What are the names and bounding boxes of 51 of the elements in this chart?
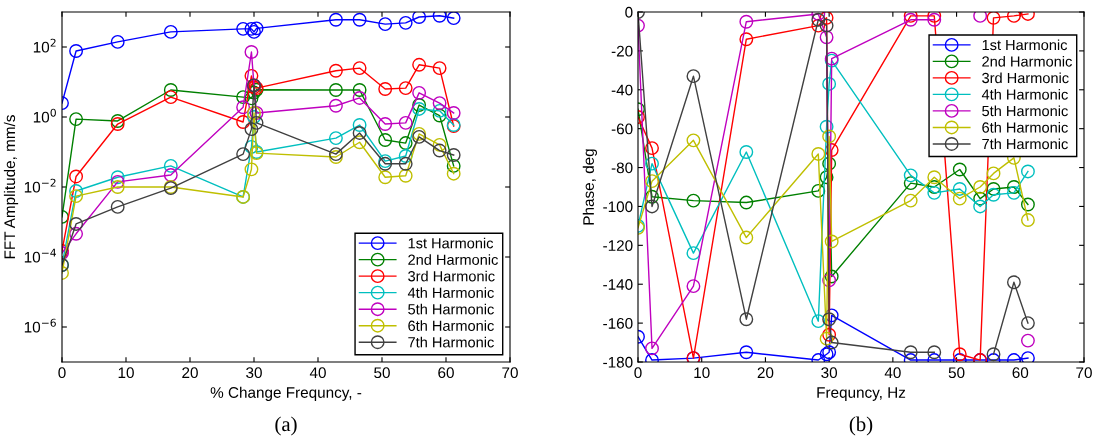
x-tick-label: 20 [757,367,774,379]
legend-label: 2nd Harmonic [982,55,1072,67]
y-tick-label: -120 [603,240,633,252]
y-tick-label: -80 [611,162,633,174]
legend-label: 1st Harmonic [408,237,494,249]
x-tick-label: 0 [634,367,642,379]
x-axis-title: Frequncy, Hz [817,387,906,401]
x-tick-label: 60 [438,367,454,379]
y-tick-label: -100 [603,201,633,213]
legend-label: 1st Harmonic [982,39,1068,51]
y-tick-label: 10$^{2}$ [33,38,56,53]
y-tick-label: 0 [625,6,633,18]
y-tick-label: -160 [603,317,633,329]
y-tick-label: 10$^{−4}$ [24,248,56,263]
y-tick-label: -180 [603,356,633,368]
x-tick-label: 0 [58,367,66,379]
legend-label: 4th Harmonic [407,287,494,298]
y-axis-title: FFT Amplitude, mm/s [3,115,19,259]
legend-label: 5th Harmonic [408,303,494,315]
x-tick-label: 60 [1012,367,1029,379]
y-tick-label: -60 [611,123,633,135]
x-axis-title: % Change Frequncy, - [210,386,362,401]
y-tick-label: 10$^{−6}$ [24,318,56,333]
x-tick-label: 30 [246,367,262,379]
x-tick-label: 70 [1076,367,1092,379]
y-tick-label: 10$^{0}$ [33,108,56,123]
legend-label: 7th Harmonic [408,336,494,348]
legend-label: 4th Harmonic [981,88,1068,100]
x-tick-label: 40 [884,367,901,379]
x-tick-label: 20 [182,367,198,379]
legend-label: 2nd Harmonic [408,254,498,265]
legend-label: 6th Harmonic [982,121,1068,133]
y-tick-label: -40 [611,84,633,96]
text: (b) [849,416,873,436]
legend-label: 7th Harmonic [982,138,1068,150]
y-axis-title: Phase, deg [582,149,598,225]
x-tick-label: 40 [309,367,326,379]
x-tick-label: 50 [948,367,965,379]
y-tick-label: -20 [611,45,633,57]
legend-label: 5th Harmonic [982,105,1068,117]
x-tick-label: 30 [821,367,838,379]
legend-label: 6th Harmonic [408,320,494,331]
y-tick-label: 10$^{−2}$ [24,178,56,193]
x-tick-label: 50 [374,367,390,379]
y-tick-label: -140 [603,279,633,290]
text: (a) [275,416,297,436]
x-tick-label: 10 [118,367,134,379]
x-tick-label: 10 [694,367,710,379]
x-tick-label: 70 [502,367,518,379]
legend-label: 3rd Harmonic [982,72,1069,84]
legend-label: 3rd Harmonic [408,270,495,282]
